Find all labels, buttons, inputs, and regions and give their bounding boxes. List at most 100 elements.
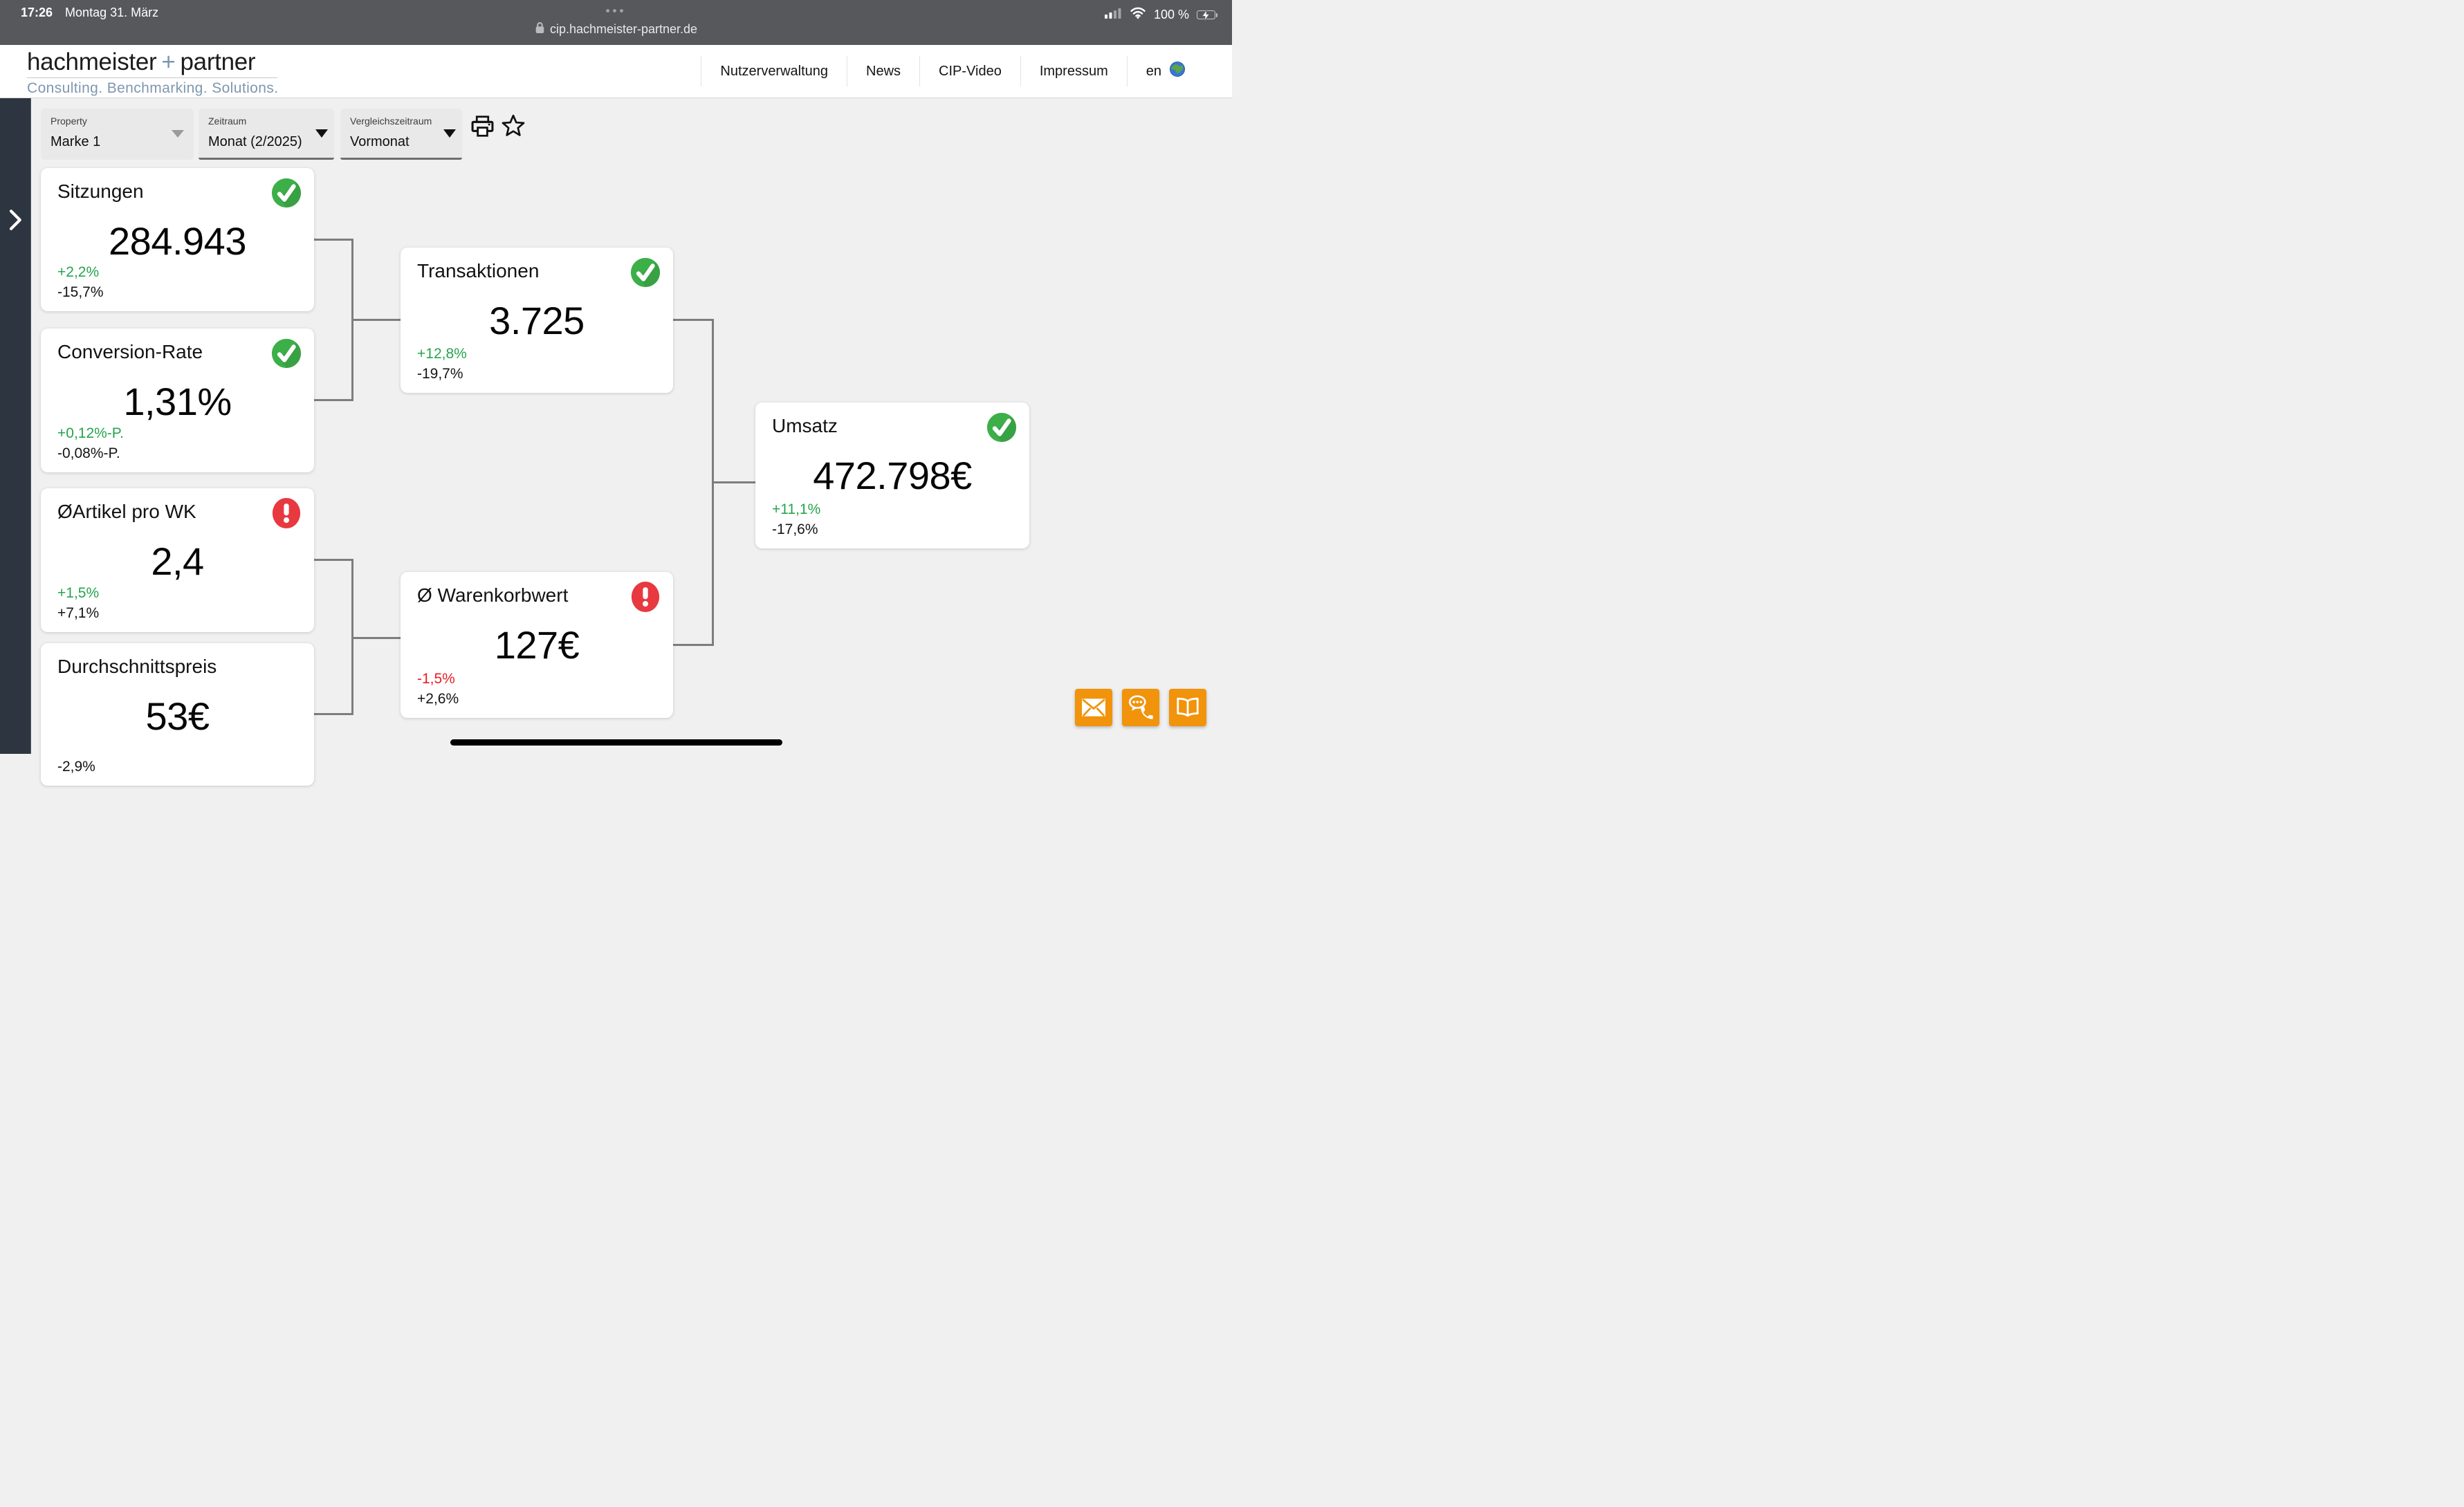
print-button[interactable] [471, 115, 494, 140]
kpi-change-primary: +0,12%-P. [57, 425, 124, 441]
kpi-value: 3.725 [489, 299, 585, 342]
logo-part2: partner [180, 48, 256, 75]
contact-support-button[interactable] [1122, 689, 1159, 726]
property-label: Property [50, 115, 87, 127]
connector-preis [314, 713, 353, 715]
vergleichszeitraum-value: Vormonat [350, 134, 410, 149]
cellular-signal-icon [1104, 8, 1122, 22]
kpi-change-secondary: +7,1% [57, 605, 100, 621]
globe-icon [1169, 61, 1186, 82]
logo-part1: hachmeister [27, 48, 157, 75]
zeitraum-dropdown[interactable]: Zeitraum Monat (2/2025) [199, 109, 334, 160]
property-dropdown[interactable]: Property Marke 1 [41, 109, 194, 160]
battery-percentage: 100 % [1153, 7, 1189, 21]
language-switch[interactable]: en [1126, 56, 1204, 86]
company-logo[interactable]: hachmeister + partner Consulting. Benchmar… [27, 48, 278, 97]
connector-transaktionen-right [673, 319, 714, 321]
connector-artikel [314, 559, 353, 561]
connector-trunk-right [712, 319, 714, 646]
connector-sitzungen [314, 239, 353, 241]
statusbar-time: 17:26 [21, 6, 53, 19]
kpi-change-primary: +2,2% [57, 264, 100, 280]
url-text: cip.hachmeister-partner.de [549, 22, 698, 36]
status-alert-icon [631, 581, 660, 613]
kpi-card-warenkorbwert[interactable]: Ø Warenkorbwert 127€ -1,5% +2,6% [401, 572, 673, 718]
sidebar-expand-chevron-icon[interactable] [7, 207, 24, 232]
lock-icon [535, 21, 544, 37]
favorite-star-button[interactable] [500, 113, 526, 142]
printer-icon [471, 115, 494, 137]
star-icon [502, 114, 525, 136]
status-ok-icon [271, 178, 302, 208]
logo-divider [27, 77, 277, 78]
site-header: hachmeister + partner Consulting. Benchmar… [0, 45, 1232, 98]
kpi-value: 284.943 [109, 219, 246, 263]
connector-trunk-lower [351, 559, 353, 715]
connector-to-umsatz [714, 481, 755, 483]
kpi-card-transaktionen[interactable]: Transaktionen 3.725 +12,8% -19,7% [401, 248, 673, 393]
connector-trunk-upper [351, 239, 353, 401]
kpi-title: Ø Warenkorbwert [417, 584, 569, 606]
kpi-change-primary: +12,8% [417, 346, 467, 362]
kpi-card-artikel-pro-wk[interactable]: ØArtikel pro WK 2,4 +1,5% +7,1% [41, 488, 314, 632]
connector-to-warenkorb [353, 637, 401, 639]
kpi-change-secondary: -17,6% [772, 521, 818, 537]
vergleichszeitraum-label: Vergleichszeitraum [350, 115, 432, 127]
browser-chrome: 17:26 Montag 31. März ••• cip.hachmeiste… [0, 0, 1232, 45]
nav-item-cip-video[interactable]: CIP-Video [919, 56, 1020, 86]
status-ok-icon [986, 412, 1017, 443]
kpi-title: Durchschnittspreis [57, 656, 217, 677]
tab-overview-dots[interactable]: ••• [605, 4, 627, 17]
kpi-card-conversion-rate[interactable]: Conversion-Rate 1,31% +0,12%-P. -0,08%-P… [41, 329, 314, 472]
kpi-value: 1,31% [123, 380, 232, 423]
statusbar-date: Montag 31. März [65, 6, 159, 19]
kpi-change-secondary: +2,6% [417, 691, 459, 707]
status-ok-icon [271, 338, 302, 369]
main-nav: Nutzerverwaltung News CIP-Video Impressu… [701, 45, 1204, 98]
connector-warenkorb-right [673, 644, 714, 646]
kpi-card-durchschnittspreis[interactable]: Durchschnittspreis 53€ -2,9% [41, 643, 314, 786]
language-code: en [1146, 63, 1161, 79]
statusbar-time-date: 17:26 Montag 31. März [21, 6, 158, 20]
connector-conversion [314, 399, 353, 401]
kpi-change-primary: -1,5% [417, 671, 455, 687]
envelope-icon [1082, 699, 1105, 717]
open-book-icon [1177, 697, 1199, 717]
email-button[interactable] [1075, 689, 1112, 726]
home-indicator[interactable] [450, 739, 782, 746]
zeitraum-value: Monat (2/2025) [208, 134, 302, 149]
vergleichszeitraum-dropdown[interactable]: Vergleichszeitraum Vormonat [340, 109, 462, 160]
status-alert-icon [272, 497, 301, 529]
kpi-change-primary: -2,9% [57, 759, 95, 775]
kpi-title: Sitzungen [57, 181, 144, 202]
nav-item-nutzerverwaltung[interactable]: Nutzerverwaltung [701, 56, 847, 86]
kpi-card-umsatz[interactable]: Umsatz 472.798€ +11,1% -17,6% [755, 403, 1029, 548]
manual-button[interactable] [1169, 689, 1206, 726]
kpi-change-primary: +1,5% [57, 585, 100, 601]
logo-plus: + [161, 48, 176, 75]
logo-tagline: Consulting. Benchmarking. Solutions. [27, 80, 279, 96]
kpi-title: Transaktionen [417, 260, 540, 281]
nav-item-news[interactable]: News [847, 56, 919, 86]
connector-to-transaktionen [353, 319, 401, 321]
kpi-title: Umsatz [772, 415, 838, 436]
battery-charging-icon [1197, 8, 1217, 21]
kpi-change-secondary: -19,7% [417, 366, 463, 382]
status-ok-icon [630, 257, 661, 288]
address-bar[interactable]: cip.hachmeister-partner.de [535, 21, 697, 37]
chat-phone-icon [1128, 695, 1153, 719]
chevron-down-icon [443, 129, 456, 138]
zeitraum-label: Zeitraum [208, 115, 247, 127]
chevron-down-icon [172, 130, 184, 138]
kpi-value: 127€ [494, 623, 580, 667]
sidebar-rail [0, 98, 31, 754]
kpi-change-secondary: -15,7% [57, 284, 104, 300]
kpi-title: Conversion-Rate [57, 341, 203, 362]
kpi-value: 2,4 [151, 539, 204, 583]
nav-item-impressum[interactable]: Impressum [1020, 56, 1127, 86]
kpi-value: 472.798€ [813, 454, 972, 497]
kpi-change-primary: +11,1% [772, 501, 821, 517]
kpi-value: 53€ [145, 694, 210, 738]
kpi-card-sitzungen[interactable]: Sitzungen 284.943 +2,2% -15,7% [41, 168, 314, 311]
property-value: Marke 1 [50, 134, 101, 149]
